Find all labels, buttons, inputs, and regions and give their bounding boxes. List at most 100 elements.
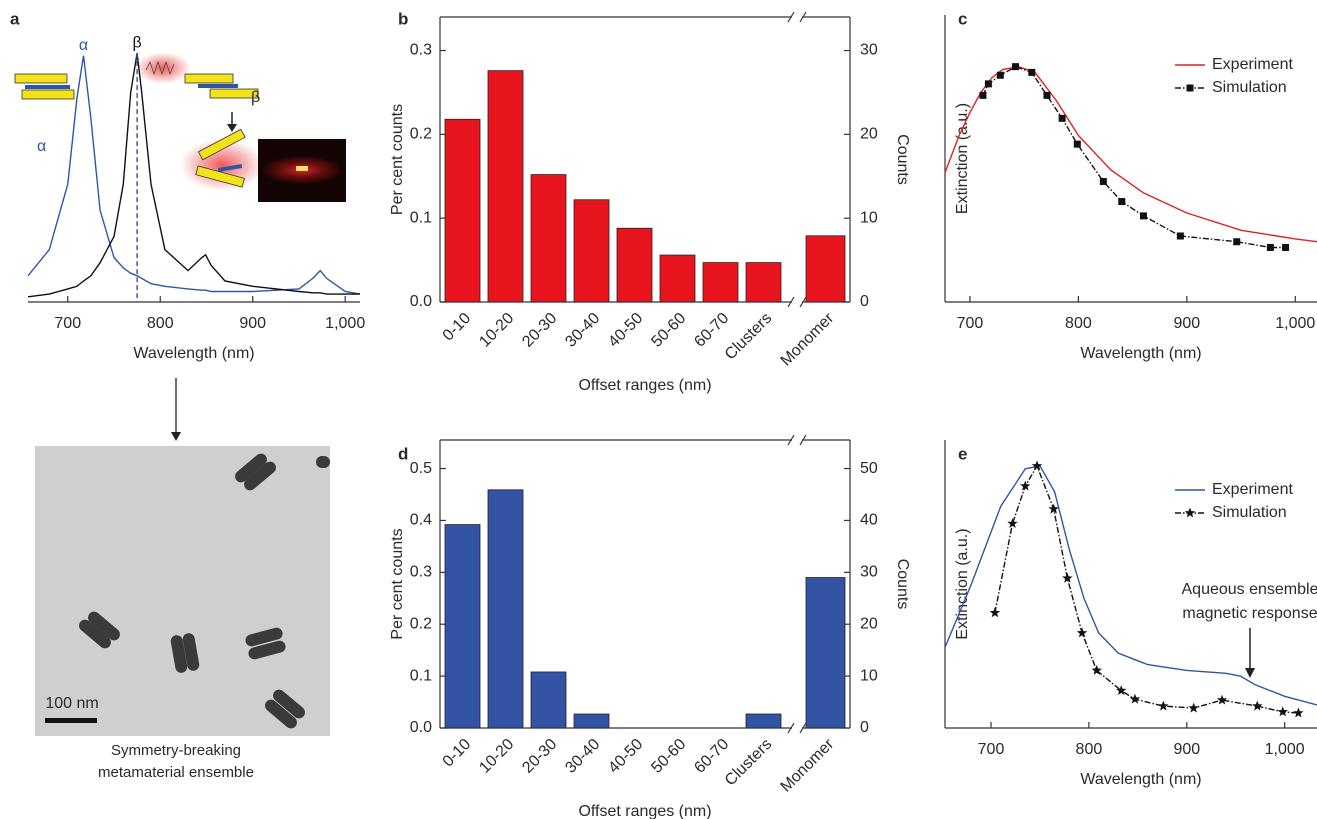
y-tick-label: 0.1 (410, 667, 432, 684)
bar (745, 713, 782, 729)
marker (1186, 84, 1194, 92)
x-tick-label: 0-10 (440, 736, 475, 771)
marker (1058, 114, 1066, 122)
marker (1043, 91, 1051, 99)
marker (1031, 460, 1043, 471)
peak-label: β (133, 34, 142, 51)
y-tick-label: 0.1 (410, 209, 432, 226)
axis-break (787, 11, 807, 23)
marker (1158, 700, 1169, 711)
marker (1028, 68, 1036, 76)
marker (996, 71, 1004, 79)
x-tick-label: 60-70 (691, 310, 732, 351)
y2-tick-label: 0 (860, 293, 869, 310)
series-line (944, 65, 1317, 243)
bar (573, 713, 610, 729)
y-axis-label: Extinction (a.u.) (954, 528, 971, 639)
x-tick-label: Clusters (722, 310, 776, 364)
y2-tick-label: 40 (860, 512, 878, 529)
marker (1020, 480, 1031, 491)
marker (1091, 664, 1102, 675)
bar (702, 262, 739, 303)
legend-label: Experiment (1212, 481, 1293, 498)
bar (444, 524, 481, 729)
x-axis-label: Wavelength (nm) (1080, 771, 1201, 788)
x-tick-label: Monomer (778, 309, 838, 369)
x-tick-label: 700 (978, 741, 1005, 758)
legend-label: Experiment (1212, 56, 1293, 73)
marker (1116, 685, 1127, 695)
bar (487, 489, 524, 729)
y2-tick-label: 50 (860, 460, 878, 477)
schematic-label: β (251, 89, 260, 106)
x-axis-label: Offset ranges (nm) (578, 377, 711, 394)
x-tick-label: Clusters (722, 736, 776, 790)
y-tick-label: 0.3 (410, 564, 432, 581)
panel-label: e (958, 444, 967, 463)
y2-tick-label: 30 (860, 564, 878, 581)
marker (1129, 693, 1141, 704)
y-tick-label: 0.3 (410, 42, 432, 59)
x-tick-label: 1,000 (1265, 741, 1305, 758)
marker (1293, 707, 1304, 718)
x-tick-label: 800 (147, 315, 174, 332)
x-tick-label: 900 (1174, 315, 1201, 332)
legend-label: Simulation (1212, 79, 1287, 96)
annotation: magnetic response (1182, 605, 1317, 622)
marker (1118, 198, 1126, 206)
marker (1076, 627, 1088, 638)
panel-label: d (398, 444, 408, 463)
y-tick-label: 0.4 (410, 512, 432, 529)
y2-tick-label: 0 (860, 719, 869, 736)
marker (1176, 232, 1184, 240)
x-axis-label: Wavelength (nm) (1080, 345, 1201, 362)
y-tick-label: 0.0 (410, 719, 432, 736)
x-tick-label: 900 (1173, 741, 1200, 758)
marker (1188, 702, 1199, 713)
tem-image (35, 446, 330, 736)
marker (984, 80, 992, 88)
panel-label: a (10, 9, 20, 28)
x-tick-label: Monomer (778, 735, 838, 795)
y2-tick-label: 10 (860, 667, 878, 684)
x-tick-label: 1,000 (325, 315, 365, 332)
marker (1282, 243, 1290, 251)
marker (1266, 243, 1274, 251)
y-tick-label: 0.2 (410, 615, 432, 632)
x-tick-label: 1,000 (1275, 315, 1315, 332)
bar (530, 671, 567, 729)
series-line (27, 52, 360, 298)
x-tick-label: 700 (957, 315, 984, 332)
schematic-label: α (37, 138, 46, 155)
x-tick-label: 30-40 (562, 310, 603, 351)
panel-label: c (958, 9, 967, 28)
y2-axis-label: Counts (894, 559, 911, 610)
arrow-head (171, 432, 181, 441)
x-tick-label: 60-70 (691, 736, 732, 777)
marker (1184, 507, 1196, 518)
schematic (14, 52, 346, 202)
series-line (994, 464, 1299, 714)
y-axis-label: Extinction (a.u.) (954, 103, 971, 214)
series-line (944, 465, 1317, 706)
annotation: Aqueous ensemble (1182, 581, 1317, 598)
marker (1099, 177, 1107, 185)
x-tick-label: 800 (1076, 741, 1103, 758)
axis-break (787, 296, 807, 308)
marker (1011, 63, 1019, 71)
bar (805, 577, 846, 729)
y-tick-label: 0.5 (410, 460, 432, 477)
axis-break (787, 434, 807, 446)
bar (530, 174, 567, 303)
x-axis-label: Wavelength (nm) (133, 345, 254, 362)
legend-label: Simulation (1212, 504, 1287, 521)
x-tick-label: 10-20 (476, 310, 517, 351)
y-tick-label: 0.2 (410, 126, 432, 143)
bar (487, 70, 524, 303)
bar (444, 118, 481, 303)
marker (1216, 694, 1228, 705)
y-axis-label: Per cent counts (389, 104, 406, 215)
x-tick-label: 0-10 (440, 310, 475, 345)
y-tick-label: 0.0 (410, 293, 432, 310)
marker (1073, 140, 1081, 148)
